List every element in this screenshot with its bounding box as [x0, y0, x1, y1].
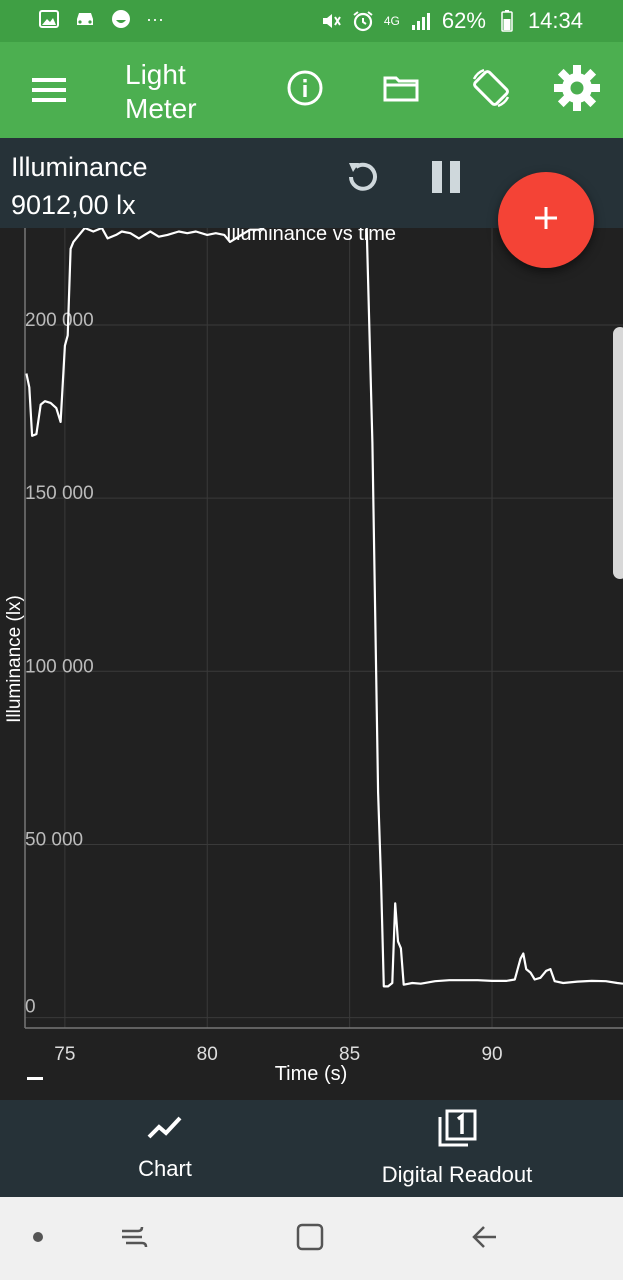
chart-line-icon	[147, 1115, 183, 1146]
folder-icon	[381, 68, 421, 113]
nav-chart[interactable]: Chart	[110, 1100, 220, 1197]
back-button[interactable]	[462, 1217, 506, 1261]
home-icon	[294, 1221, 326, 1258]
network-type: 4G	[383, 14, 400, 28]
series-line	[25, 226, 265, 437]
app-bar: Light Meter	[0, 42, 623, 138]
recent-apps-icon	[118, 1221, 150, 1258]
x-tick-label: 90	[481, 1044, 502, 1065]
dot-button[interactable]	[16, 1217, 60, 1261]
recent-apps-button[interactable]	[112, 1217, 156, 1261]
folder-button[interactable]	[375, 64, 427, 116]
scrollbar-thumb[interactable]	[613, 327, 623, 579]
settings-button[interactable]	[551, 64, 603, 116]
mute-icon	[320, 10, 342, 32]
image-icon	[38, 8, 60, 30]
digital-readout-icon	[437, 1109, 477, 1152]
y-tick-label: 150 000	[25, 483, 94, 504]
info-button[interactable]	[279, 64, 331, 116]
info-icon	[285, 68, 325, 113]
x-tick-label: 75	[54, 1044, 75, 1065]
back-icon	[468, 1221, 500, 1258]
pause-icon	[426, 157, 466, 202]
face-icon	[110, 8, 132, 30]
status-dots: ···	[146, 8, 164, 29]
y-tick-label: 0	[25, 997, 36, 1018]
home-button[interactable]	[288, 1217, 332, 1261]
chart-area[interactable]: 75 80 85 90 0 50 000 100 000 150 000 200 000 Ill…	[0, 223, 623, 1100]
y-tick-label: 50 000	[25, 829, 83, 850]
legend-marker	[27, 1077, 43, 1080]
car-icon	[74, 8, 96, 30]
x-tick-label: 80	[197, 1044, 218, 1065]
clock: 14:34	[527, 8, 583, 33]
series-line	[365, 227, 623, 988]
settings-icon	[552, 63, 602, 118]
app-title: Light Meter	[125, 59, 197, 124]
system-navigation-bar	[0, 1197, 623, 1280]
screen-rotation-icon	[468, 65, 514, 116]
signal-icon	[410, 10, 432, 32]
add-button[interactable]	[498, 172, 594, 268]
nav-chart-label: Chart	[138, 1156, 192, 1181]
y-tick-label: 200 000	[25, 310, 94, 331]
reset-icon	[341, 155, 385, 204]
dot-icon	[32, 1230, 44, 1248]
battery-percent: 62%	[441, 8, 486, 33]
y-tick-label: 100 000	[25, 656, 94, 677]
pause-button[interactable]	[423, 156, 469, 202]
sensor-label: Illuminance	[11, 152, 148, 182]
rotate-button[interactable]	[465, 64, 517, 116]
battery-icon	[496, 10, 518, 32]
nav-digital-readout-label: Digital Readout	[381, 1162, 533, 1187]
sensor-value: 9012,00 lx	[11, 190, 136, 220]
chart-title: Illuminance vs time	[226, 228, 396, 245]
alarm-icon	[352, 10, 374, 32]
bottom-navigation: Chart Digital Readout	[0, 1100, 623, 1197]
status-bar: ··· 4G 62% 14:34	[0, 0, 623, 42]
x-tick-label: 85	[339, 1044, 360, 1065]
y-axis-label: Illuminance (lx)	[4, 595, 25, 723]
menu-icon	[24, 78, 74, 116]
x-axis-label: Time (s)	[275, 1063, 348, 1085]
menu-button[interactable]	[24, 68, 74, 112]
add-icon	[531, 203, 561, 238]
nav-digital-readout[interactable]: Digital Readout	[370, 1100, 544, 1197]
reset-button[interactable]	[340, 156, 386, 202]
